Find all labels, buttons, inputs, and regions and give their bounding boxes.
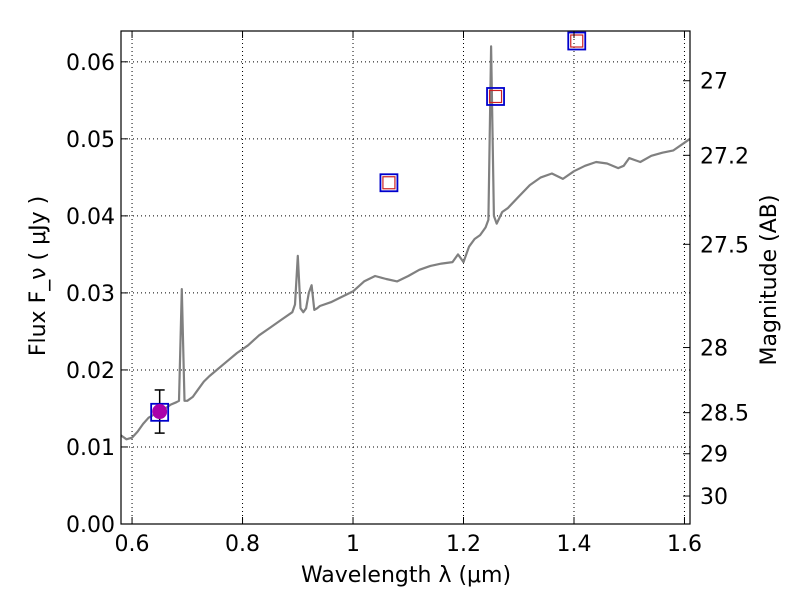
x-axis-label: Wavelength λ (μm) xyxy=(301,563,511,588)
axis-labels: Wavelength λ (μm) Flux F_ν ( μJy ) Magni… xyxy=(26,195,782,588)
ticks: 0.6 0.8 1 1.2 1.4 1.6 0.00 0.01 0.02 0.03 0.04 0.05… xyxy=(66,31,749,557)
observed-point xyxy=(152,404,168,420)
y2-tick-label: 27 xyxy=(700,70,728,95)
x-tick-label: 0.8 xyxy=(225,532,260,557)
y-axis-label: Flux F_ν ( μJy ) xyxy=(26,196,51,356)
x-tick-label: 1.6 xyxy=(667,532,702,557)
y2-tick-label: 27.2 xyxy=(700,144,749,169)
model-box-inner xyxy=(570,34,584,48)
x-tick-label: 1 xyxy=(346,532,360,557)
y2-tick-label: 27.5 xyxy=(700,233,749,258)
x-tick-label: 1.2 xyxy=(446,532,481,557)
y2-tick-label: 28 xyxy=(700,337,728,362)
y2-tick-label: 30 xyxy=(700,485,728,510)
y-tick-label: 0.03 xyxy=(66,282,115,307)
spectrum-line xyxy=(120,45,691,441)
x-tick-label: 0.6 xyxy=(115,532,150,557)
y-tick-label: 0.06 xyxy=(66,51,115,76)
spectrum-layer xyxy=(120,45,691,441)
y2-tick-label: 29 xyxy=(700,443,728,468)
model-box-inner xyxy=(488,89,503,104)
model-box-outer xyxy=(150,402,170,422)
y2-tick-label: 28.5 xyxy=(700,402,749,427)
x-tick-label: 1.4 xyxy=(556,532,591,557)
y-tick-label: 0.04 xyxy=(66,205,115,230)
y-tick-label: 0.02 xyxy=(66,359,115,384)
axes-frame xyxy=(120,30,691,525)
model-box-inner xyxy=(382,176,396,190)
model-box-outer xyxy=(486,87,505,106)
y2-axis-label: Magnitude (AB) xyxy=(757,195,782,366)
y-tick-label: 0.05 xyxy=(66,128,115,153)
y-tick-label: 0.00 xyxy=(66,513,115,538)
markers xyxy=(150,31,587,434)
plot-frame xyxy=(120,30,691,525)
model-box-outer xyxy=(379,173,399,193)
model-box-outer xyxy=(567,31,587,51)
y-tick-label: 0.01 xyxy=(66,436,115,461)
